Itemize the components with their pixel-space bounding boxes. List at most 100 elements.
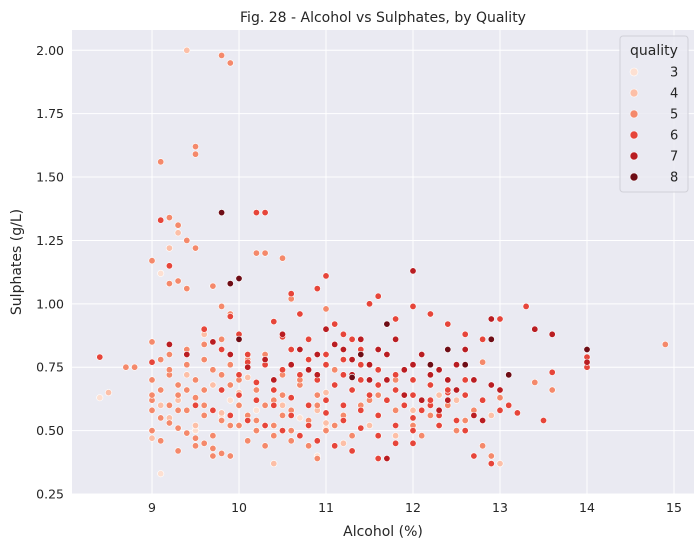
data-point-quality-6	[287, 290, 295, 298]
data-point-quality-5	[218, 335, 226, 343]
data-point-quality-5	[209, 366, 217, 374]
data-point-quality-5	[278, 254, 286, 262]
data-point-quality-5	[226, 381, 234, 389]
data-point-quality-6	[487, 460, 495, 468]
data-point-quality-6	[244, 416, 252, 424]
data-point-quality-5	[331, 421, 339, 429]
data-point-quality-6	[383, 396, 391, 404]
data-point-quality-6	[296, 310, 304, 318]
data-point-quality-7	[357, 335, 365, 343]
data-point-quality-6	[374, 381, 382, 389]
data-point-quality-6	[339, 401, 347, 409]
legend-label-6: 6	[670, 129, 678, 144]
data-point-quality-8	[357, 350, 365, 358]
data-point-quality-8	[426, 361, 434, 369]
data-point-quality-5	[174, 381, 182, 389]
data-point-quality-5	[183, 429, 191, 437]
data-point-quality-7	[383, 350, 391, 358]
data-point-quality-6	[505, 401, 513, 409]
data-point-quality-5	[235, 401, 243, 409]
data-point-quality-5	[392, 406, 400, 414]
data-point-quality-5	[200, 401, 208, 409]
data-point-quality-7	[165, 340, 173, 348]
data-point-quality-7	[444, 396, 452, 404]
data-point-quality-5	[157, 158, 165, 166]
data-point-quality-5	[165, 214, 173, 222]
data-point-quality-5	[270, 421, 278, 429]
data-point-quality-4	[165, 244, 173, 252]
data-point-quality-7	[287, 361, 295, 369]
data-point-quality-7	[374, 345, 382, 353]
data-point-quality-6	[331, 442, 339, 450]
data-point-quality-7	[183, 350, 191, 358]
data-point-quality-5	[252, 427, 260, 435]
data-point-quality-6	[305, 356, 313, 364]
data-point-quality-5	[174, 277, 182, 285]
data-point-quality-4	[322, 419, 330, 427]
data-point-quality-7	[444, 376, 452, 384]
data-point-quality-5	[452, 427, 460, 435]
data-point-quality-3	[157, 470, 165, 478]
legend-marker-5	[629, 109, 639, 119]
data-point-quality-4	[278, 401, 286, 409]
data-point-quality-5	[374, 391, 382, 399]
data-point-quality-7	[461, 345, 469, 353]
data-point-quality-6	[444, 386, 452, 394]
y-tick-label: 0.25	[36, 487, 64, 502]
data-point-quality-4	[148, 434, 156, 442]
data-point-quality-4	[270, 460, 278, 468]
data-point-quality-5	[200, 340, 208, 348]
data-point-quality-6	[305, 335, 313, 343]
data-point-quality-7	[400, 391, 408, 399]
data-point-quality-6	[322, 350, 330, 358]
data-point-quality-5	[426, 411, 434, 419]
data-point-quality-6	[252, 209, 260, 217]
data-point-quality-5	[148, 406, 156, 414]
data-point-quality-8	[444, 345, 452, 353]
data-point-quality-7	[400, 366, 408, 374]
data-point-quality-7	[583, 358, 591, 366]
y-tick-label: 1.00	[36, 296, 64, 311]
data-point-quality-5	[418, 432, 426, 440]
data-point-quality-6	[322, 409, 330, 417]
data-point-quality-6	[426, 396, 434, 404]
data-point-quality-4	[392, 432, 400, 440]
data-point-quality-7	[261, 356, 269, 364]
data-point-quality-4	[183, 46, 191, 54]
legend-marker-6	[629, 130, 639, 140]
data-point-quality-7	[348, 356, 356, 364]
data-point-quality-7	[452, 386, 460, 394]
data-point-quality-6	[313, 285, 321, 293]
data-point-quality-8	[487, 335, 495, 343]
x-tick-label: 13	[492, 500, 508, 515]
plot-background	[72, 30, 694, 494]
data-point-quality-7	[383, 454, 391, 462]
data-point-quality-6	[287, 394, 295, 402]
data-point-quality-7	[339, 345, 347, 353]
data-point-quality-6	[252, 378, 260, 386]
data-point-quality-5	[174, 447, 182, 455]
data-point-quality-4	[322, 389, 330, 397]
data-point-quality-5	[226, 452, 234, 460]
x-tick-label: 11	[318, 500, 334, 515]
data-point-quality-4	[452, 396, 460, 404]
data-point-quality-5	[252, 249, 260, 257]
data-point-quality-4	[105, 389, 113, 397]
data-point-quality-5	[200, 356, 208, 364]
data-point-quality-5	[174, 406, 182, 414]
legend-label-8: 8	[670, 171, 678, 186]
grid-lines	[72, 30, 694, 495]
data-point-quality-6	[296, 371, 304, 379]
data-point-quality-7	[305, 366, 313, 374]
data-point-quality-5	[192, 150, 200, 158]
data-point-quality-5	[174, 221, 182, 229]
data-point-quality-6	[357, 424, 365, 432]
data-point-quality-6	[218, 345, 226, 353]
data-point-quality-6	[261, 421, 269, 429]
data-point-quality-6	[374, 292, 382, 300]
data-point-quality-6	[426, 310, 434, 318]
data-point-quality-5	[174, 424, 182, 432]
data-point-quality-7	[470, 411, 478, 419]
data-point-quality-6	[418, 406, 426, 414]
